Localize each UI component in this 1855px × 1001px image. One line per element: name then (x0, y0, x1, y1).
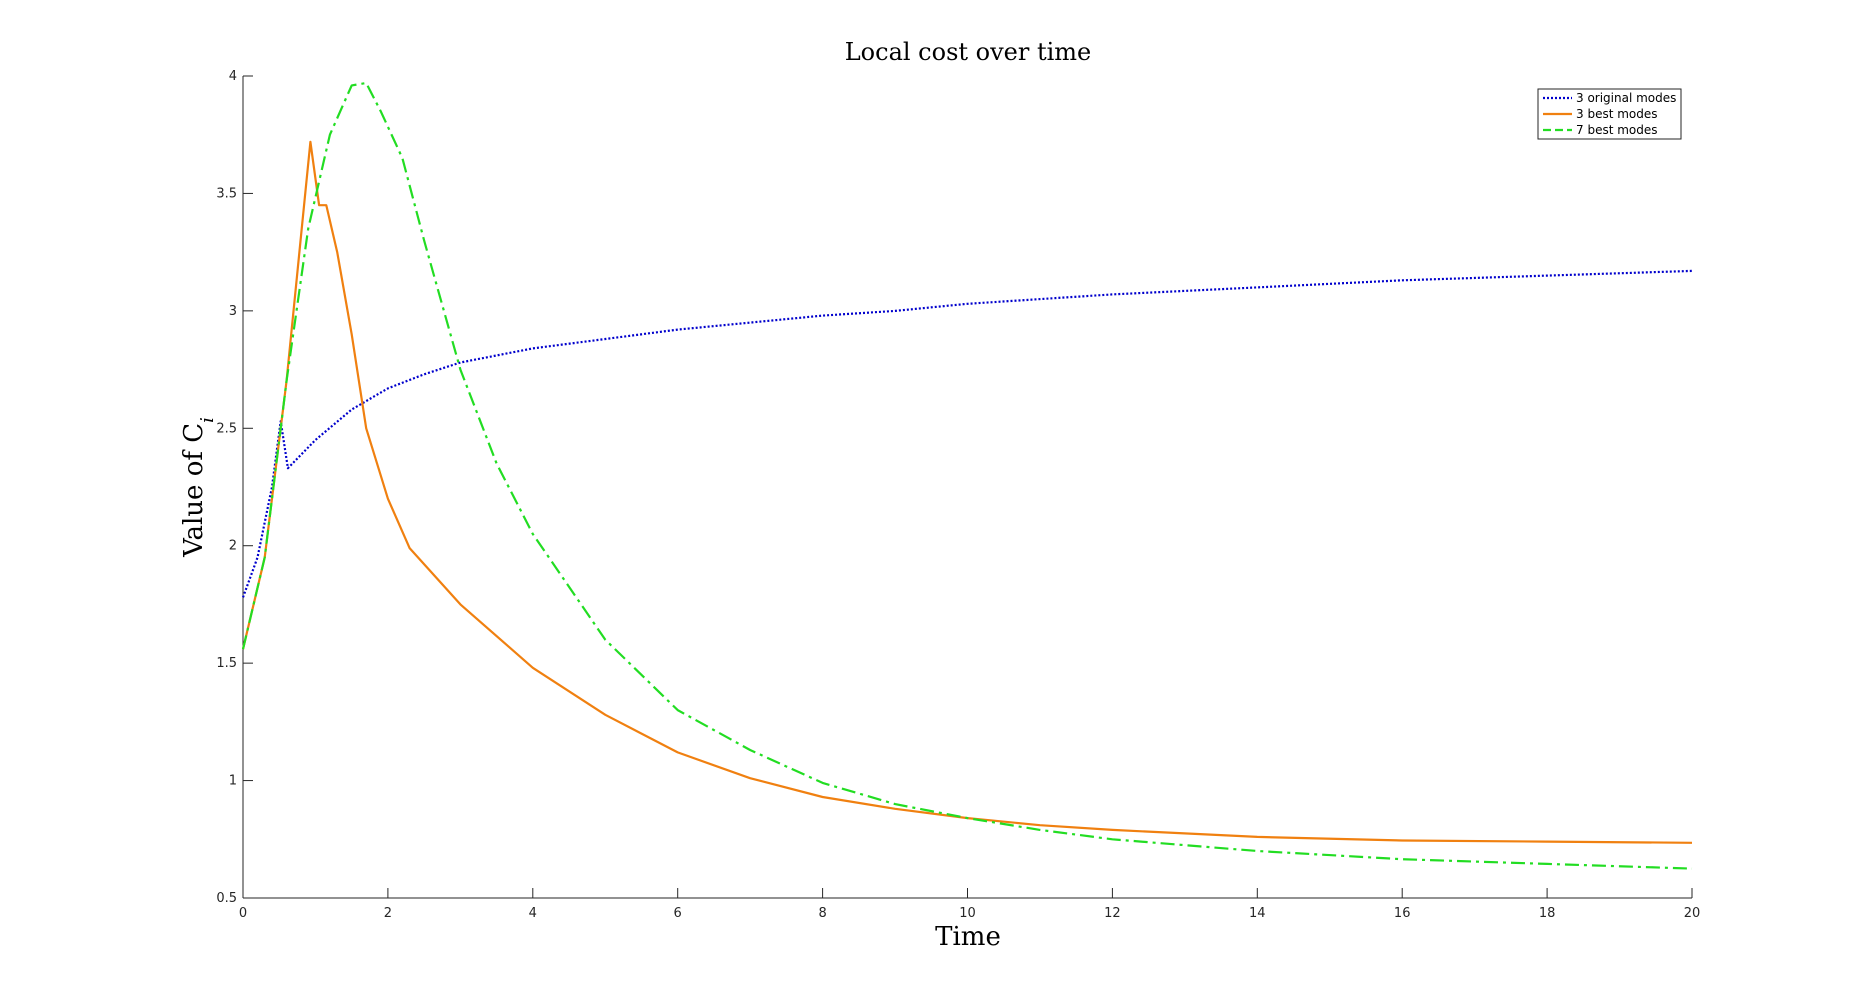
y-tick-label: 4 (229, 69, 237, 84)
x-tick-label: 20 (1684, 906, 1701, 921)
plot-area (242, 76, 1692, 899)
y-tick-label: 3.5 (216, 186, 237, 201)
series-line-3 (241, 81, 1693, 870)
x-axis-label: Time (935, 922, 1001, 952)
x-axis-ticks: 0 2 4 6 8 10 12 14 16 18 20 (239, 888, 1700, 921)
y-tick-label: 2.5 (216, 421, 237, 436)
series-line-2 (241, 140, 1693, 844)
x-tick-label: 16 (1394, 906, 1411, 921)
y-tick-label: 1.5 (216, 656, 237, 671)
x-tick-label: 2 (384, 906, 392, 921)
y-tick-label: 1 (229, 774, 237, 789)
y-tick-label: 2 (229, 539, 237, 554)
x-tick-label: 18 (1539, 906, 1556, 921)
series-line-1 (241, 269, 1693, 598)
legend: 3 original modes 3 best modes 7 best modes (1537, 88, 1682, 140)
x-tick-label: 14 (1249, 906, 1266, 921)
x-tick-label: 6 (674, 906, 682, 921)
x-tick-label: 4 (529, 906, 537, 921)
y-axis-label-main: Value of C (179, 423, 209, 558)
x-tick-label: 8 (818, 906, 826, 921)
y-axis-ticks: 0.5 1 1.5 2 2.5 3 3.5 4 (216, 69, 253, 906)
legend-entry-label: 3 original modes (1576, 91, 1676, 105)
y-axis-label-subscript: i (197, 417, 218, 423)
legend-entry-label: 7 best modes (1576, 123, 1658, 137)
series-lines (241, 81, 1693, 870)
x-tick-label: 10 (959, 906, 976, 921)
x-tick-label: 12 (1104, 906, 1121, 921)
y-axis-label: Value of Ci (179, 417, 218, 558)
y-tick-label: 0.5 (216, 891, 237, 906)
y-tick-label: 3 (229, 304, 237, 319)
chart-title: Local cost over time (845, 38, 1092, 66)
x-tick-label: 0 (239, 906, 247, 921)
legend-entry-label: 3 best modes (1576, 107, 1658, 121)
